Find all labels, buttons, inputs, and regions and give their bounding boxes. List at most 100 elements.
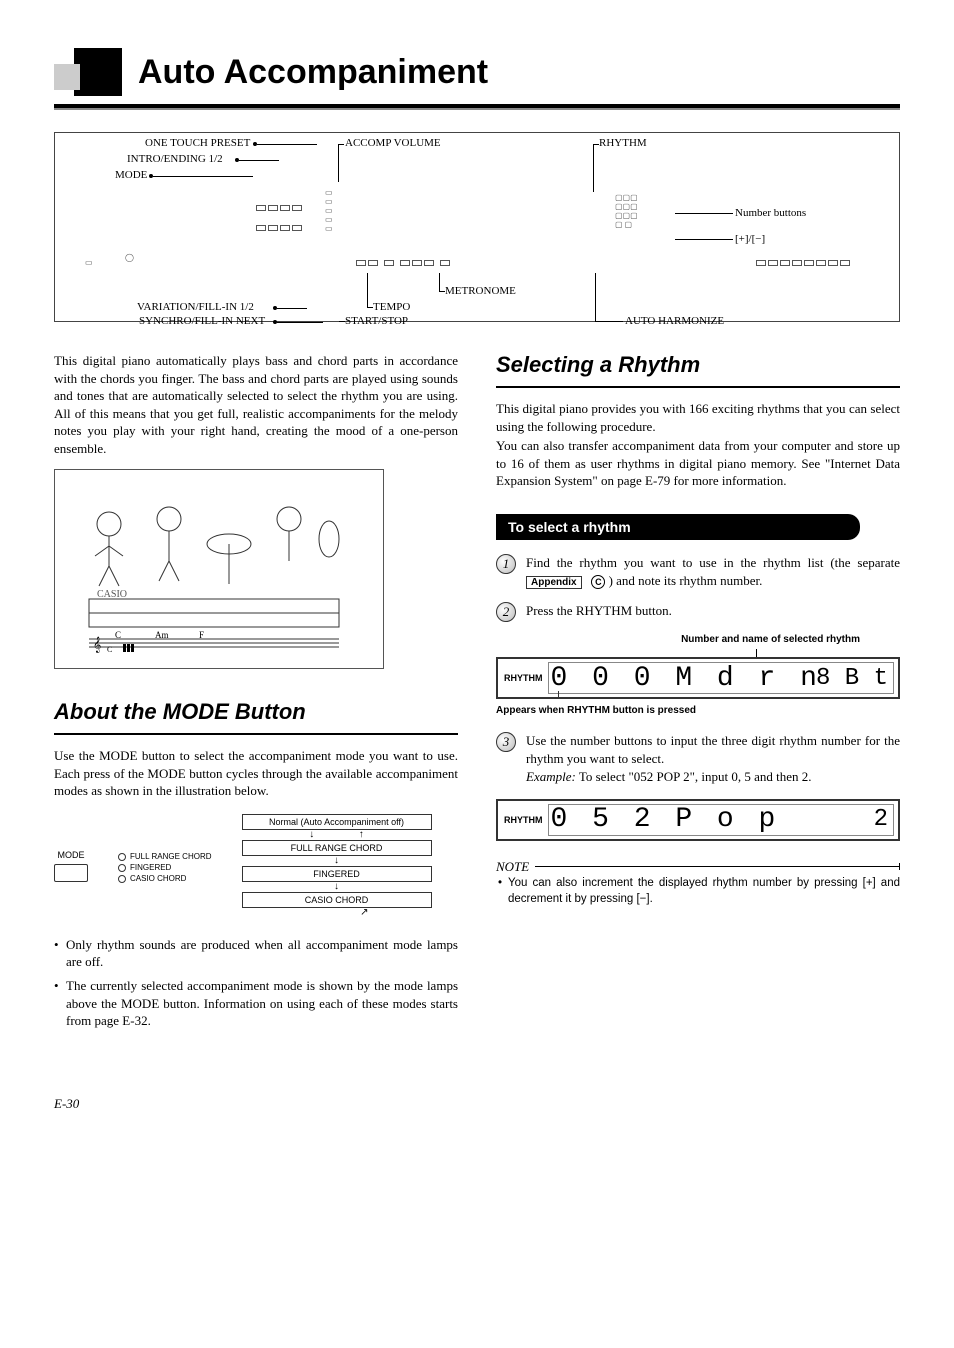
lead-line <box>239 160 279 161</box>
mode-left: MODE <box>54 850 88 882</box>
rhythm-intro-1: This digital piano provides you with 166… <box>496 400 900 435</box>
ensemble-svg: CASIO 𝄞 C Am F C <box>69 484 369 654</box>
panel-btn-cluster <box>255 223 303 232</box>
mode-label: MODE <box>54 850 88 860</box>
lcd-right: 8 B t <box>816 665 888 692</box>
lamp-icon <box>118 864 126 872</box>
section-about-mode: About the MODE Button <box>54 699 458 725</box>
label-auto-harmonize: AUTO HARMONIZE <box>625 315 724 327</box>
page-footer: E-30 <box>54 1096 900 1112</box>
arrow-icon: ↗ <box>242 908 432 918</box>
lamp-label: FULL RANGE CHORD <box>130 852 212 861</box>
lamp-icon <box>118 853 126 861</box>
lead-line <box>367 273 368 307</box>
label-variation-fillin: VARIATION/FILL-IN 1/2 <box>137 301 254 313</box>
right-column: Selecting a Rhythm This digital piano pr… <box>496 352 900 1036</box>
title-row: Auto Accompaniment <box>54 48 900 96</box>
panel-numpad: ▢▢▢▢▢▢▢▢▢▢ ▢ <box>615 193 638 229</box>
mode-chip: FULL RANGE CHORD <box>242 840 432 856</box>
arrow-icon: ↓ <box>242 882 432 892</box>
bullet-item: The currently selected accompaniment mod… <box>54 977 458 1030</box>
lamp-icon <box>118 875 126 883</box>
title-rule <box>54 104 900 108</box>
label-synchro-fillin: SYNCHRO/FILL-IN NEXT <box>139 315 265 327</box>
label-tempo: TEMPO <box>373 301 410 313</box>
step-text: Press the RHYTHM button. <box>526 602 900 622</box>
svg-text:F: F <box>199 630 204 640</box>
mode-bullets: Only rhythm sounds are produced when all… <box>54 936 458 1030</box>
deco-square-large <box>74 48 122 96</box>
subhead-to-select-rhythm: To select a rhythm <box>496 514 860 540</box>
svg-text:C: C <box>107 645 112 654</box>
mode-chip: CASIO CHORD <box>242 892 432 908</box>
deco-square-small <box>54 64 80 90</box>
label-metronome: METRONOME <box>445 285 516 297</box>
svg-text:𝄞: 𝄞 <box>93 637 101 653</box>
step-number-icon: 1 <box>496 554 516 574</box>
lcd-caption-bottom: Appears when RHYTHM button is pressed <box>496 705 900 716</box>
example-label: Example: <box>526 769 576 784</box>
lead-line <box>595 321 623 322</box>
note-item: You can also increment the displayed rhy… <box>496 875 900 907</box>
svg-text:CASIO: CASIO <box>97 589 127 600</box>
step1-b: ) and note its rhythm number. <box>609 573 763 588</box>
panel-btn-cluster <box>255 203 303 212</box>
lead-line <box>153 176 253 177</box>
appendix-letter: C <box>591 575 605 589</box>
lcd-tag: RHYTHM <box>504 673 543 683</box>
title-decoration <box>54 48 122 96</box>
arrow-icon: ↓ <box>242 856 432 866</box>
mode-lamps: FULL RANGE CHORD FINGERED CASIO CHORD <box>118 850 212 885</box>
lead-line <box>439 273 440 291</box>
panel-diagram: ONE TOUCH PRESET ACCOMP VOLUME RHYTHM IN… <box>54 132 900 322</box>
step-text: Use the number buttons to input the thre… <box>526 732 900 787</box>
lamp-label: FINGERED <box>130 863 171 872</box>
lead-line <box>595 273 596 321</box>
step-number-icon: 3 <box>496 732 516 752</box>
section-selecting-rhythm: Selecting a Rhythm <box>496 352 900 378</box>
lcd-tick <box>558 691 559 697</box>
label-mode: MODE <box>115 169 147 181</box>
svg-text:Am: Am <box>155 630 169 640</box>
bullet-item: Only rhythm sounds are produced when all… <box>54 936 458 971</box>
rhythm-intro-2: You can also transfer accompaniment data… <box>496 437 900 490</box>
lead-line <box>367 307 373 308</box>
left-column: This digital piano automatically plays b… <box>54 352 458 1036</box>
example-text: To select "052 POP 2", input 0, 5 and th… <box>579 769 812 784</box>
lead-line <box>675 213 733 214</box>
ensemble-illustration: CASIO 𝄞 C Am F C <box>54 469 384 669</box>
mode-button-graphic <box>54 864 88 882</box>
step-3: 3 Use the number buttons to input the th… <box>496 732 900 787</box>
lcd-right: 2 <box>874 806 888 833</box>
label-plus-minus: [+]/[−] <box>735 233 765 245</box>
step-1: 1 Find the rhythm you want to use in the… <box>496 554 900 590</box>
step-number-icon: 2 <box>496 602 516 622</box>
panel-volume: ◯ <box>125 253 134 262</box>
note-rule <box>535 866 900 867</box>
lead-line <box>339 321 345 322</box>
label-start-stop: START/STOP <box>345 315 408 327</box>
panel-slider-cluster: ▭▭▭▭▭ <box>325 188 333 233</box>
mode-right: Normal (Auto Accompaniment off) ↓ ↑ FULL… <box>242 814 432 918</box>
lead-line <box>277 322 323 323</box>
two-column-layout: This digital piano automatically plays b… <box>54 352 900 1036</box>
lead-line <box>439 291 445 292</box>
note-heading: NOTE <box>496 859 900 875</box>
caption-tick <box>756 649 860 657</box>
lead-line <box>675 239 733 240</box>
page-title: Auto Accompaniment <box>138 53 488 92</box>
step-2: 2 Press the RHYTHM button. <box>496 602 900 622</box>
intro-paragraph: This digital piano automatically plays b… <box>54 352 458 457</box>
label-accomp-volume: ACCOMP VOLUME <box>345 137 441 149</box>
lcd-display-2: RHYTHM 0 5 2 P o p 2 <box>496 799 900 841</box>
svg-text:C: C <box>115 630 121 640</box>
mode-diagram: MODE FULL RANGE CHORD FINGERED CASIO CHO… <box>54 814 458 918</box>
appendix-box: Appendix <box>526 576 582 589</box>
lcd-tag: RHYTHM <box>504 815 543 825</box>
step1-a: Find the rhythm you want to use in the r… <box>526 555 900 570</box>
label-number-buttons: Number buttons <box>735 207 806 219</box>
label-rhythm: RHYTHM <box>599 137 647 149</box>
panel-right-btns <box>755 258 851 267</box>
lead-line <box>257 144 317 145</box>
lamp-label: CASIO CHORD <box>130 874 186 883</box>
